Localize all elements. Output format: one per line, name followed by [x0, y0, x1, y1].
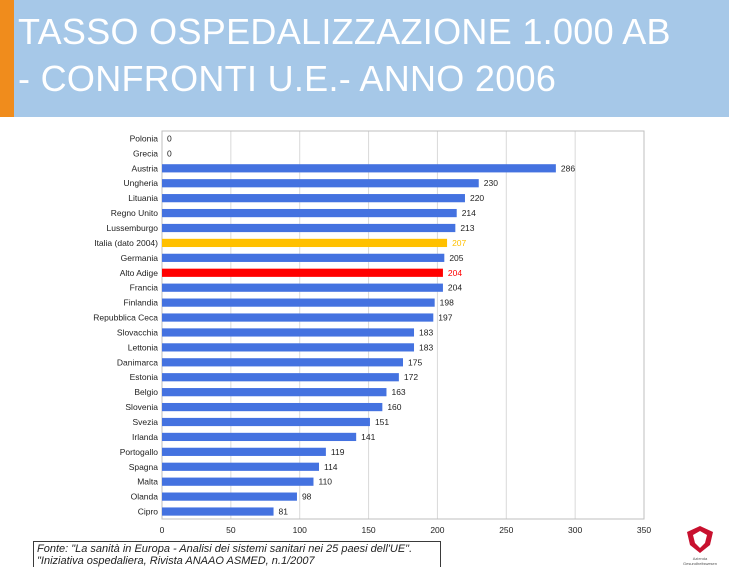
health-service-logo: Azienda Gesundheitswesen [683, 526, 717, 566]
value-label: 0 [167, 133, 172, 143]
category-label: Regno Unito [111, 208, 159, 218]
bar [162, 492, 297, 501]
bar-chart: Polonia 0 Grecia 0 Austria 286 Ungheria 230 Litu… [93, 130, 651, 535]
plot-area [161, 130, 645, 520]
category-label: Alto Adige [120, 268, 159, 278]
category-label: Polonia [130, 133, 159, 143]
bar [162, 462, 319, 471]
x-tick-label: 300 [568, 525, 582, 535]
logo-eagle-detail [693, 531, 707, 548]
value-label: 98 [302, 492, 312, 502]
bar [162, 477, 314, 486]
value-label: 230 [484, 178, 498, 188]
title-band: TASSO OSPEDALIZZAZIONE 1.000 AB - CONFRO… [0, 0, 729, 117]
category-label: Irlanda [132, 432, 158, 442]
category-label: Lussemburgo [106, 223, 158, 233]
bar [162, 343, 415, 352]
accent-bar [0, 0, 14, 117]
category-label: Austria [132, 163, 159, 173]
value-label: 207 [452, 238, 466, 248]
value-label: 213 [460, 223, 474, 233]
category-label: Slovacchia [117, 327, 158, 337]
category-label: Belgio [134, 387, 158, 397]
category-label: Francia [130, 283, 159, 293]
x-tick-label: 100 [293, 525, 307, 535]
bar [162, 208, 457, 218]
logo-text-1: Azienda [693, 556, 708, 561]
slide-title-line-2: - CONFRONTI U.E.- ANNO 2006 [18, 58, 557, 99]
category-label: Danimarca [117, 357, 158, 367]
bar [162, 432, 357, 442]
value-label: 163 [391, 387, 405, 397]
category-label: Ungheria [124, 178, 159, 188]
value-label: 0 [167, 148, 172, 158]
category-label: Olanda [131, 492, 159, 502]
x-tick-label: 250 [499, 525, 513, 535]
category-label: Estonia [130, 372, 159, 382]
category-label: Spagna [129, 462, 159, 472]
value-label: 183 [419, 327, 433, 337]
category-label: Lettonia [128, 342, 159, 352]
category-label: Svezia [132, 417, 158, 427]
slide-title-line-1: TASSO OSPEDALIZZAZIONE 1.000 AB [18, 11, 671, 52]
x-tick-label: 50 [226, 525, 236, 535]
bar [162, 417, 370, 427]
value-label: 183 [419, 342, 433, 352]
category-label: Finlandia [124, 298, 159, 308]
bar [162, 238, 448, 248]
value-label: 204 [448, 268, 462, 278]
value-label: 114 [324, 462, 338, 472]
value-label: 160 [387, 402, 401, 412]
value-label: 286 [561, 163, 575, 173]
bar [162, 388, 387, 397]
bar [162, 283, 443, 292]
value-label: 172 [404, 372, 418, 382]
bar [162, 373, 399, 382]
value-label: 204 [448, 283, 462, 293]
category-label: Grecia [133, 148, 158, 158]
value-label: 205 [449, 253, 463, 263]
bar [162, 298, 435, 307]
bar [162, 223, 456, 233]
value-label: 141 [361, 432, 375, 442]
x-tick-label: 350 [637, 525, 651, 535]
category-label: Portogallo [120, 447, 159, 457]
category-label: Slovenia [125, 402, 158, 412]
value-label: 214 [462, 208, 476, 218]
bar [162, 313, 434, 322]
value-label: 119 [331, 447, 345, 457]
bar [162, 179, 479, 188]
value-label: 151 [375, 417, 389, 427]
category-label: Germania [121, 253, 159, 263]
category-label: Malta [137, 477, 158, 487]
x-tick-label: 0 [160, 525, 165, 535]
value-label: 197 [438, 313, 452, 323]
value-label: 81 [279, 507, 289, 517]
x-tick-label: 150 [361, 525, 375, 535]
bar [162, 447, 326, 456]
bar [162, 164, 556, 173]
category-label: Repubblica Ceca [93, 313, 158, 323]
value-label: 175 [408, 357, 422, 367]
x-tick-label: 200 [430, 525, 444, 535]
category-label: Italia (dato 2004) [94, 238, 158, 248]
bar [162, 402, 383, 412]
value-label: 198 [440, 298, 454, 308]
value-label: 220 [470, 193, 484, 203]
bar [162, 253, 445, 262]
value-label: 110 [318, 477, 332, 487]
bar [162, 358, 403, 367]
chart-frame: Polonia 0 Grecia 0 Austria 286 Ungheria 230 Litu… [78, 123, 663, 541]
bar [162, 328, 415, 337]
bar [162, 507, 274, 516]
category-label: Lituania [128, 193, 158, 203]
category-label: Cipro [138, 507, 159, 517]
logo-text-2: Gesundheitswesen [683, 561, 717, 566]
bar [162, 268, 443, 277]
bar [162, 194, 465, 203]
source-note: Fonte: "La sanità in Europa - Analisi de… [33, 541, 441, 567]
